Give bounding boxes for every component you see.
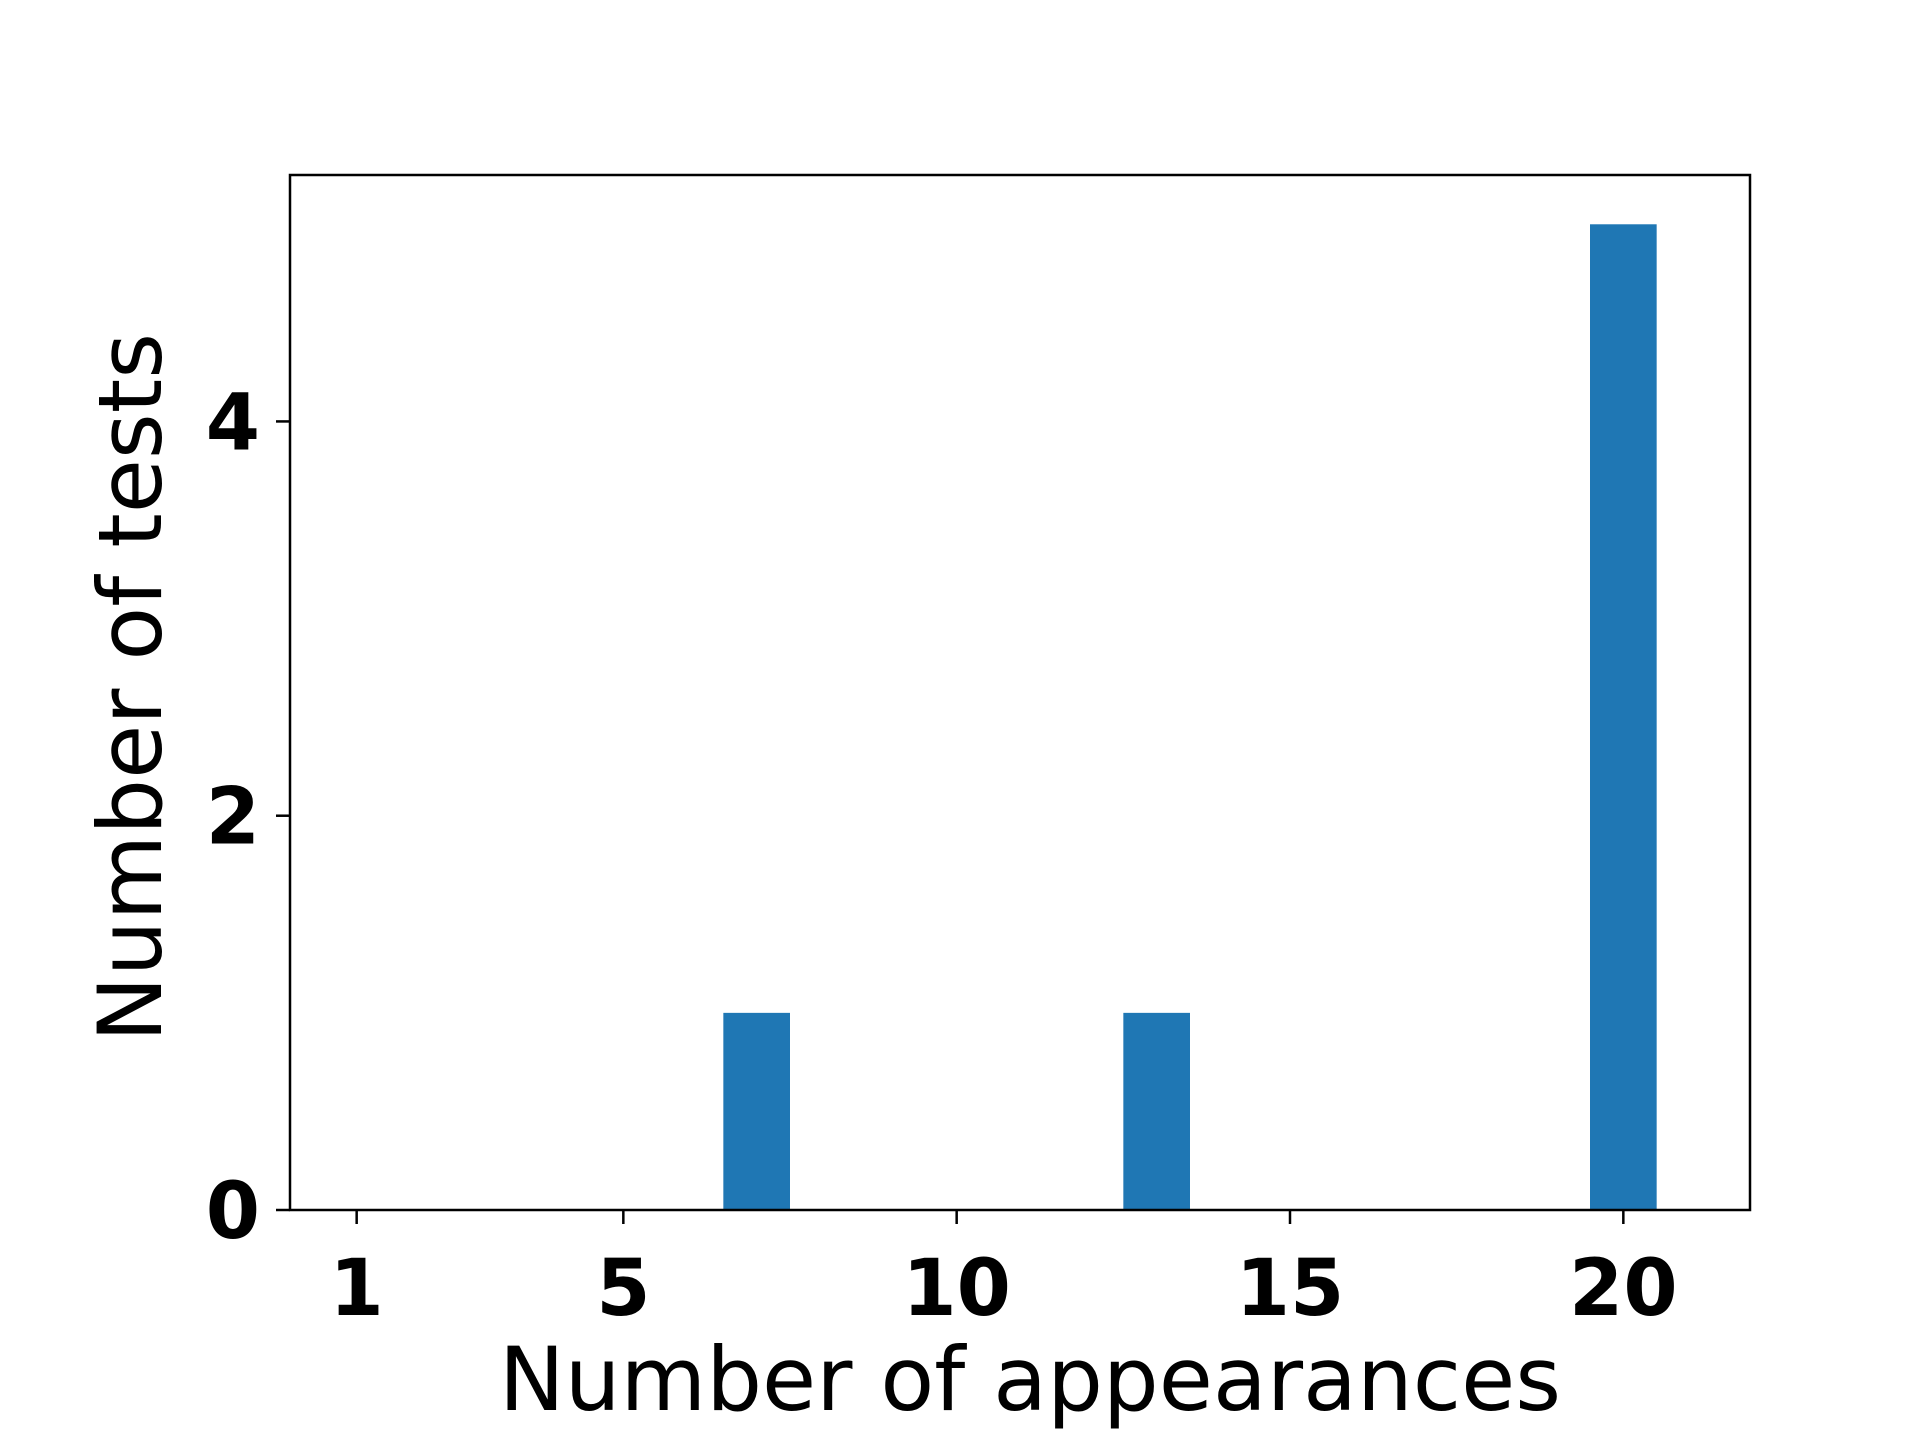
bar-20	[1590, 224, 1657, 1211]
x-tick-label-15: 15	[1236, 1244, 1345, 1334]
y-axis-ticks: 0 2 4	[206, 378, 290, 1257]
x-tick-label-20: 20	[1569, 1244, 1678, 1334]
y-axis-label: Number of tests	[79, 333, 182, 1042]
bar-7	[723, 1012, 790, 1210]
x-tick-label-5: 5	[596, 1244, 650, 1334]
y-tick-label-4: 4	[206, 378, 260, 468]
bar-13	[1123, 1012, 1190, 1210]
y-tick-label-0: 0	[206, 1167, 260, 1257]
bars-group	[723, 224, 1657, 1211]
plot-area-frame	[288, 173, 1752, 1212]
x-axis-label: Number of appearances	[499, 1328, 1561, 1431]
x-tick-label-10: 10	[902, 1244, 1011, 1334]
x-tick-label-1: 1	[330, 1244, 384, 1334]
y-tick-label-2: 2	[206, 773, 260, 863]
x-axis-ticks: 1 5 10 15 20	[330, 1210, 1678, 1334]
